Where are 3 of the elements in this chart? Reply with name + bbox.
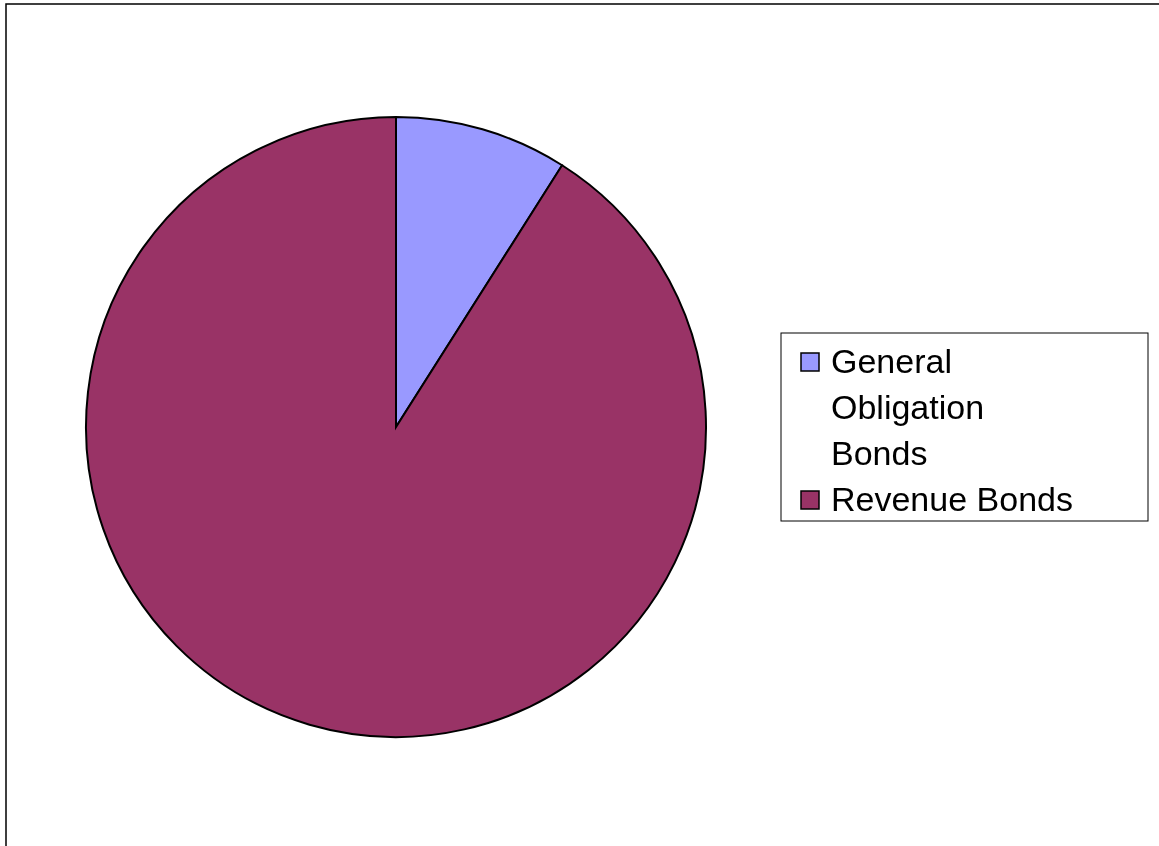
pie-slice — [85, 116, 707, 738]
legend-label: Revenue Bonds — [831, 480, 1073, 518]
legend-label: General Obligation Bonds — [831, 342, 985, 472]
